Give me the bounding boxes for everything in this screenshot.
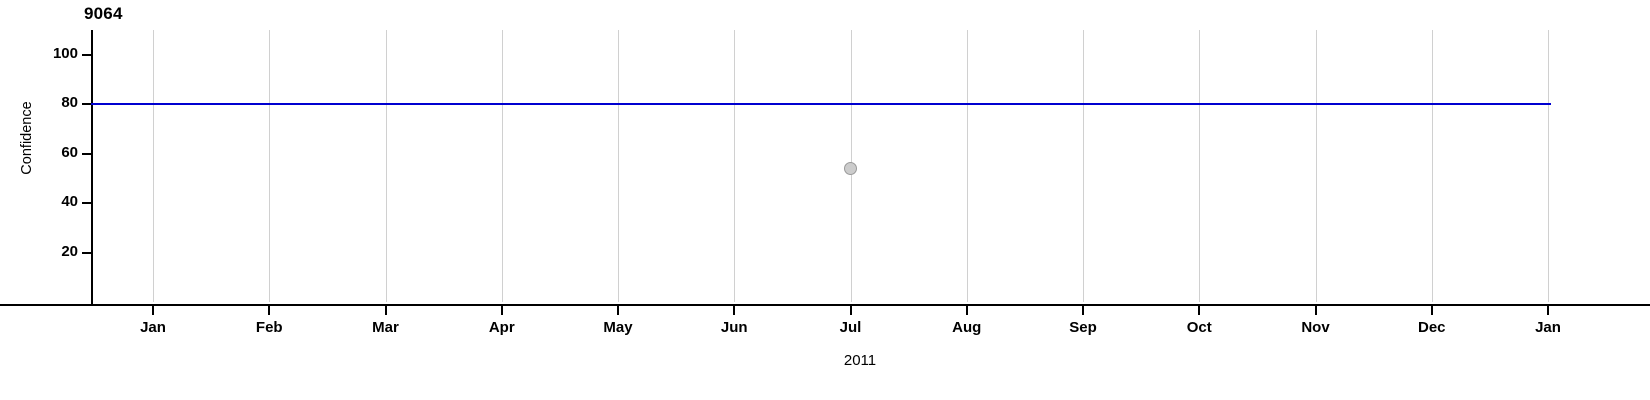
x-tick-sep-8 xyxy=(1082,306,1084,315)
x-tick-label-jan-12: Jan xyxy=(1535,319,1561,336)
gridline-oct-9 xyxy=(1199,30,1201,302)
y-tick-label-80: 80 xyxy=(61,94,78,112)
data-point[interactable] xyxy=(844,161,857,175)
x-tick-label-nov-10: Nov xyxy=(1301,319,1330,336)
x-tick-oct-9 xyxy=(1198,306,1201,315)
y-tick-40 xyxy=(82,202,91,205)
x-tick-label-jun-5: Jun xyxy=(720,319,748,336)
x-tick-label-feb-1: Feb xyxy=(255,319,283,336)
gridline-nov-10 xyxy=(1315,30,1317,302)
x-tick-label-jul-6: Jul xyxy=(839,319,862,336)
y-tick-20 xyxy=(82,251,91,254)
x-tick-jun-5 xyxy=(733,306,736,315)
x-tick-label-apr-3: Apr xyxy=(488,319,515,336)
y-tick-label-60: 60 xyxy=(61,143,78,161)
x-tick-label-dec-11: Dec xyxy=(1417,319,1446,336)
gridline-mar-2 xyxy=(385,30,387,302)
x-axis-line xyxy=(0,304,1650,306)
y-axis-line xyxy=(91,30,93,305)
plot-panel xyxy=(91,30,1551,302)
gridline-aug-7 xyxy=(966,30,968,302)
x-tick-jan-0 xyxy=(152,306,154,315)
y-tick-label-100: 100 xyxy=(52,44,78,62)
y-tick-label-40: 40 xyxy=(61,193,78,211)
x-tick-nov-10 xyxy=(1314,306,1317,315)
threshold-line xyxy=(91,103,1551,106)
gridline-jan-12 xyxy=(1548,30,1549,302)
gridline-jun-5 xyxy=(734,30,736,302)
gridline-sep-8 xyxy=(1083,30,1084,302)
x-tick-may-4 xyxy=(617,306,619,315)
x-tick-dec-11 xyxy=(1430,306,1433,315)
gridline-jan-0 xyxy=(153,30,154,302)
gridline-feb-1 xyxy=(269,30,271,302)
x-tick-jul-6 xyxy=(849,306,852,315)
gridline-apr-3 xyxy=(501,30,503,302)
x-tick-label-mar-2: Mar xyxy=(372,319,399,336)
y-tick-100 xyxy=(82,53,91,56)
x-tick-label-jan-0: Jan xyxy=(140,319,166,336)
x-tick-label-sep-8: Sep xyxy=(1069,319,1097,336)
gridline-may-4 xyxy=(618,30,619,302)
x-tick-apr-3 xyxy=(500,306,503,315)
x-tick-feb-1 xyxy=(268,306,271,315)
x-axis-label: 2011 xyxy=(843,352,877,369)
y-tick-label-20: 20 xyxy=(61,242,78,260)
x-tick-label-aug-7: Aug xyxy=(952,319,982,336)
x-tick-label-may-4: May xyxy=(603,319,633,336)
x-tick-label-oct-9: Oct xyxy=(1186,319,1212,336)
gridline-dec-11 xyxy=(1431,30,1433,302)
x-tick-aug-7 xyxy=(965,306,968,315)
y-tick-60 xyxy=(82,152,91,155)
y-tick-80 xyxy=(82,103,91,106)
x-tick-mar-2 xyxy=(384,306,387,315)
x-tick-jan-12 xyxy=(1547,306,1549,315)
chart-title: 9064 xyxy=(84,4,123,23)
